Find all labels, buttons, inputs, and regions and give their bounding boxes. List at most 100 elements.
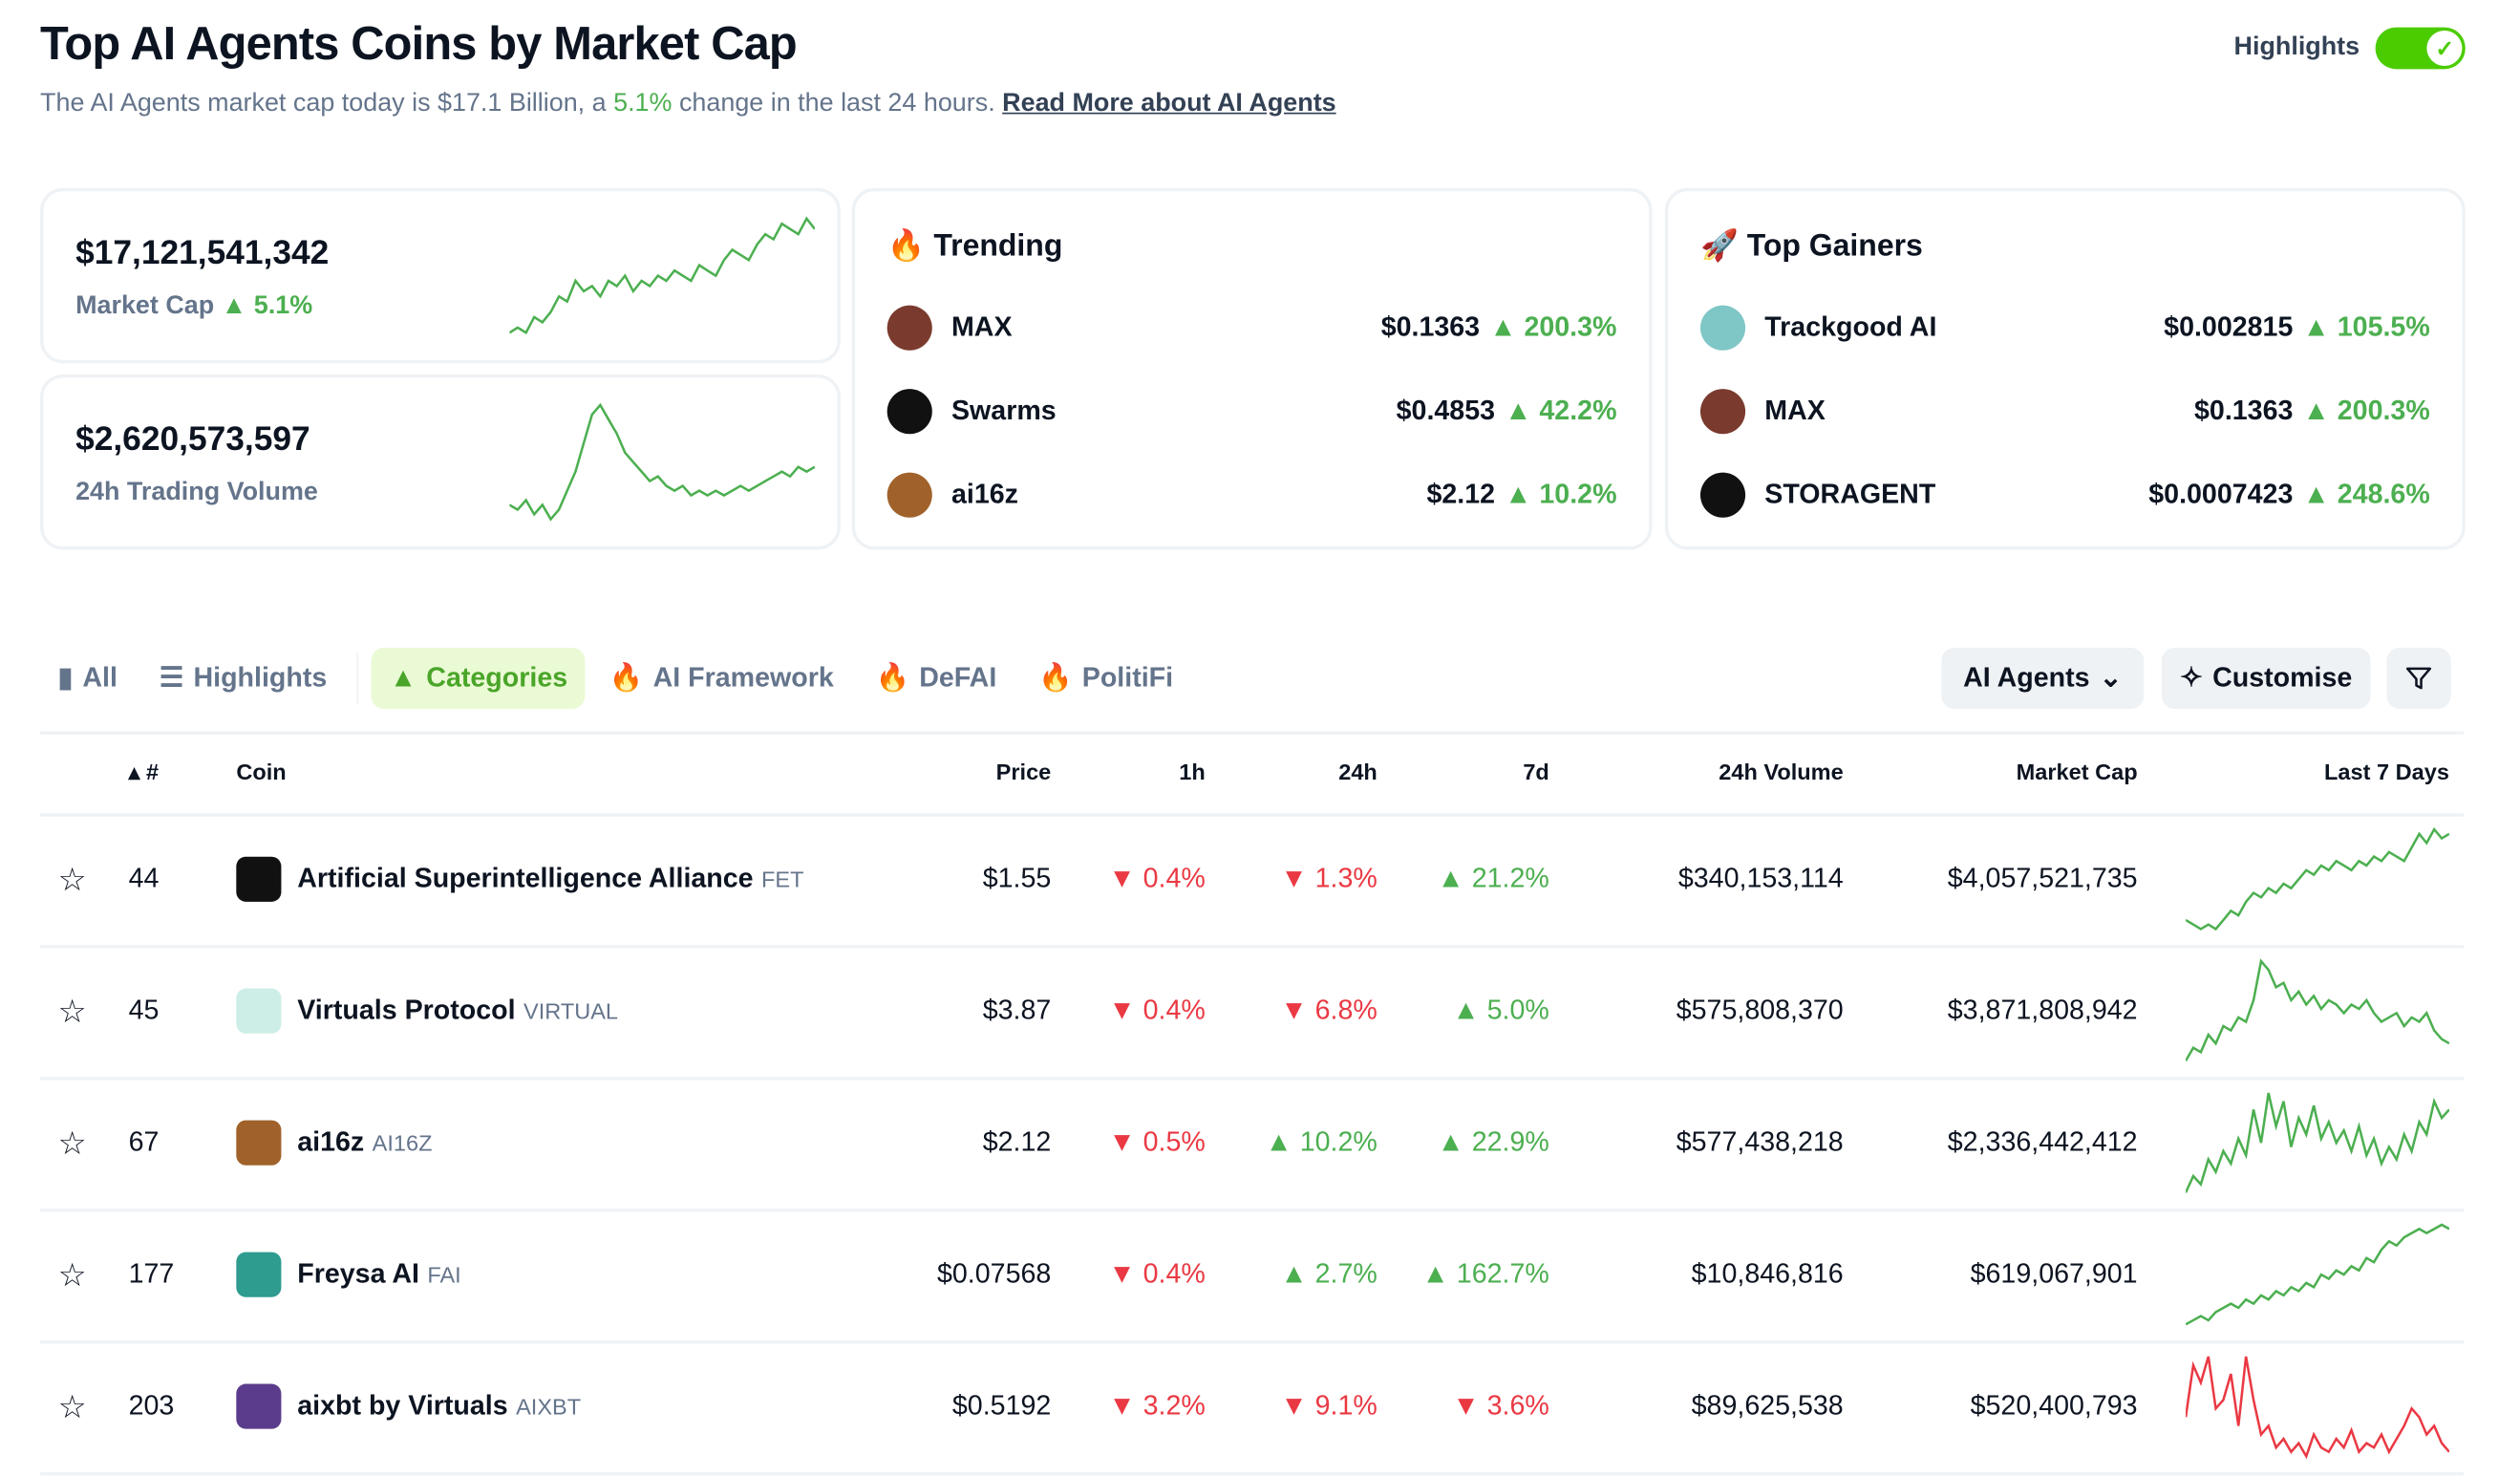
coin-change: ▲ 200.3% <box>2302 395 2430 426</box>
tab-ai-framework[interactable]: 🔥 AI Framework <box>609 662 834 694</box>
coin-price: $0.4853 <box>1396 395 1496 426</box>
row-divider <box>40 1209 2465 1212</box>
header-7d[interactable]: 7d <box>1523 759 1549 785</box>
coin-price: $2.12 <box>1426 479 1496 510</box>
trending-title: 🔥 Trending <box>886 229 1063 264</box>
cell-price: $1.55 <box>982 863 1052 894</box>
coin-change: ▲ 248.6% <box>2302 479 2430 510</box>
cell-mcap: $3,871,808,942 <box>1947 995 2138 1026</box>
cell-d7: ▲ 21.2% <box>1437 863 1549 894</box>
list-item[interactable]: ai16z $2.12 ▲ 10.2% <box>886 471 1616 519</box>
fire-icon: 🔥 <box>886 229 926 264</box>
cell-price: $0.07568 <box>936 1258 1052 1290</box>
list-item[interactable]: Swarms $0.4853 ▲ 42.2% <box>886 387 1617 435</box>
cell-h1: ▼ 0.4% <box>1108 863 1206 894</box>
chevron-down-icon: ⌄ <box>2099 662 2123 694</box>
header-price[interactable]: Price <box>995 759 1052 785</box>
coin-symbol: FET <box>761 866 804 892</box>
header-24h[interactable]: 24h <box>1338 759 1377 785</box>
highlights-toggle[interactable]: ✓ <box>2375 27 2467 70</box>
coin-change: ▲ 42.2% <box>1505 395 1617 426</box>
cell-price: $3.87 <box>982 995 1052 1026</box>
sparkline-path <box>2186 1223 2449 1326</box>
sparkle-icon: ✧ <box>2180 662 2203 694</box>
star-icon[interactable]: ☆ <box>57 995 87 1031</box>
tab-highlights[interactable]: ☰ Highlights <box>159 662 328 694</box>
coin-price: $0.1363 <box>1380 311 1481 343</box>
coin-icon <box>236 856 282 902</box>
row-divider <box>40 1340 2465 1344</box>
list-item[interactable]: MAX $0.1363 ▲ 200.3% <box>1699 387 2430 435</box>
cell-volume: $577,438,218 <box>1676 1126 1844 1158</box>
market-cap-value: $17,121,541,342 <box>75 234 330 272</box>
coin-change: ▲ 105.5% <box>2302 311 2430 343</box>
coin-name: Artificial Superintelligence Alliance <box>297 863 754 894</box>
header-coin[interactable]: Coin <box>236 759 287 785</box>
coin-link[interactable]: Virtuals Protocol VIRTUAL <box>236 988 619 1034</box>
coin-icon <box>1699 305 1746 351</box>
tab-politifi[interactable]: 🔥 PolitiFi <box>1038 662 1174 694</box>
star-icon[interactable]: ☆ <box>57 1258 87 1295</box>
sparkline-path <box>509 402 815 522</box>
list-item[interactable]: Trackgood AI $0.002815 ▲ 105.5% <box>1699 304 2430 352</box>
header-volume[interactable]: 24h Volume <box>1719 759 1844 785</box>
cell-volume: $340,153,114 <box>1677 863 1844 894</box>
coin-symbol: AIXBT <box>516 1393 582 1420</box>
categories-icon: ▲ <box>389 662 417 694</box>
coin-icon <box>1699 389 1746 435</box>
rank: 67 <box>128 1126 160 1158</box>
page-title: Top AI Agents Coins by Market Cap <box>40 19 798 72</box>
sparkline-path <box>2186 958 2449 1062</box>
coin-price: $0.002815 <box>2164 311 2294 343</box>
coin-name: aixbt by Virtuals <box>297 1390 508 1422</box>
coin-symbol: FAI <box>427 1261 461 1288</box>
filter-button[interactable] <box>2386 648 2451 709</box>
header-market-cap[interactable]: Market Cap <box>2016 759 2138 785</box>
star-icon[interactable]: ☆ <box>57 863 87 899</box>
cell-mcap: $520,400,793 <box>1970 1390 2138 1422</box>
coin-name: ai16z <box>950 479 1018 510</box>
sparkline <box>2186 826 2449 931</box>
highlights-toggle-group: Highlights ✓ <box>2234 27 2467 70</box>
cell-h24: ▼ 6.8% <box>1280 995 1377 1026</box>
coin-link[interactable]: Artificial Superintelligence Alliance FET <box>236 856 804 902</box>
cell-h1: ▼ 3.2% <box>1108 1390 1206 1422</box>
row-divider <box>40 1077 2465 1081</box>
coin-link[interactable]: ai16z AI16Z <box>236 1120 433 1166</box>
coin-link[interactable]: aixbt by Virtuals AIXBT <box>236 1383 582 1429</box>
coin-symbol: VIRTUAL <box>523 997 619 1024</box>
trending-card: 🔥 Trending MAX $0.1363 ▲ 200.3% Swarms $0.48… <box>851 187 1653 550</box>
coin-icon <box>886 472 932 518</box>
cell-volume: $89,625,538 <box>1691 1390 1844 1422</box>
coin-symbol: AI16Z <box>372 1129 433 1156</box>
header-1h[interactable]: 1h <box>1179 759 1206 785</box>
list-item[interactable]: STORAGENT $0.0007423 ▲ 248.6% <box>1699 471 2430 519</box>
cell-h24: ▲ 2.7% <box>1280 1258 1377 1290</box>
coin-link[interactable]: Freysa AI FAI <box>236 1252 461 1297</box>
header-rank[interactable]: ▴ # <box>128 759 160 785</box>
top-gainers-title: 🚀 Top Gainers <box>1699 229 1923 264</box>
coin-icon <box>236 1252 282 1297</box>
cell-h24: ▼ 1.3% <box>1280 863 1377 894</box>
sparkline-path <box>509 216 815 335</box>
check-icon: ✓ <box>2426 30 2463 66</box>
subtitle-text-end: change in the last 24 hours. <box>678 90 995 118</box>
cell-d7: ▲ 22.9% <box>1437 1126 1549 1158</box>
coin-icon <box>886 389 932 435</box>
category-select[interactable]: AI Agents ⌄ <box>1941 648 2145 709</box>
tab-defai[interactable]: 🔥 DeFAI <box>875 662 997 694</box>
cell-d7: ▲ 5.0% <box>1452 995 1549 1026</box>
coin-icon <box>236 988 282 1034</box>
tab-all[interactable]: ▮ All <box>57 662 117 694</box>
tab-categories[interactable]: ▲ Categories <box>372 648 586 709</box>
cell-price: $0.5192 <box>951 1390 1052 1422</box>
read-more-link[interactable]: Read More about AI Agents <box>1002 90 1336 118</box>
cell-mcap: $4,057,521,735 <box>1947 863 2138 894</box>
list-item[interactable]: MAX $0.1363 ▲ 200.3% <box>886 304 1616 352</box>
cell-h1: ▼ 0.5% <box>1108 1126 1206 1158</box>
star-icon[interactable]: ☆ <box>57 1390 87 1426</box>
customise-button[interactable]: ✧ Customise <box>2161 648 2371 709</box>
star-icon[interactable]: ☆ <box>57 1126 87 1163</box>
volume-card: $2,620,573,597 24h Trading Volume <box>40 374 841 550</box>
